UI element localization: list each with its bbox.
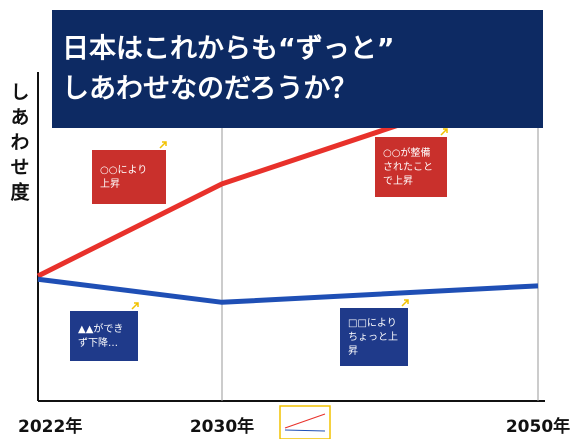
annotation-box <box>92 150 166 204</box>
annotation: ▲▲ができず下降… <box>70 303 138 361</box>
x-tick-label: 2022年 <box>18 416 82 437</box>
arrow-icon <box>160 142 166 148</box>
title-banner <box>52 10 543 128</box>
annotation-text: ちょっと上 <box>348 331 398 343</box>
y-axis-label: しあわせ度 <box>8 82 30 207</box>
arrow-icon <box>402 300 408 306</box>
title: 日本はこれからも“ずっと” <box>62 34 395 65</box>
annotation-text: □□により <box>348 317 397 329</box>
annotation-text: ▲▲ができ <box>78 322 123 335</box>
line-series <box>38 279 538 302</box>
x-tick-label: 2050年 <box>506 416 570 437</box>
annotation-text: ず下降… <box>78 336 118 349</box>
title: しあわせなのだろうか？ <box>62 74 357 105</box>
annotation-text: ○○により <box>100 164 147 176</box>
slide: 2022年 2030年 2050年 ○○により上昇 ○○が整備されたことで上昇 ▲▲ができ… <box>0 0 583 439</box>
arrow-icon <box>132 303 138 309</box>
annotation-text: 昇 <box>348 345 358 357</box>
thumbnail <box>280 406 330 439</box>
annotation-text: で上昇 <box>383 175 413 187</box>
annotation-text: ○○が整備 <box>383 146 430 159</box>
annotation-text: 上昇 <box>100 178 120 190</box>
annotation-box <box>70 311 138 361</box>
annotation-text: されたこと <box>383 161 433 173</box>
arrow-icon <box>441 129 447 135</box>
x-tick-label: 2030年 <box>190 416 254 437</box>
